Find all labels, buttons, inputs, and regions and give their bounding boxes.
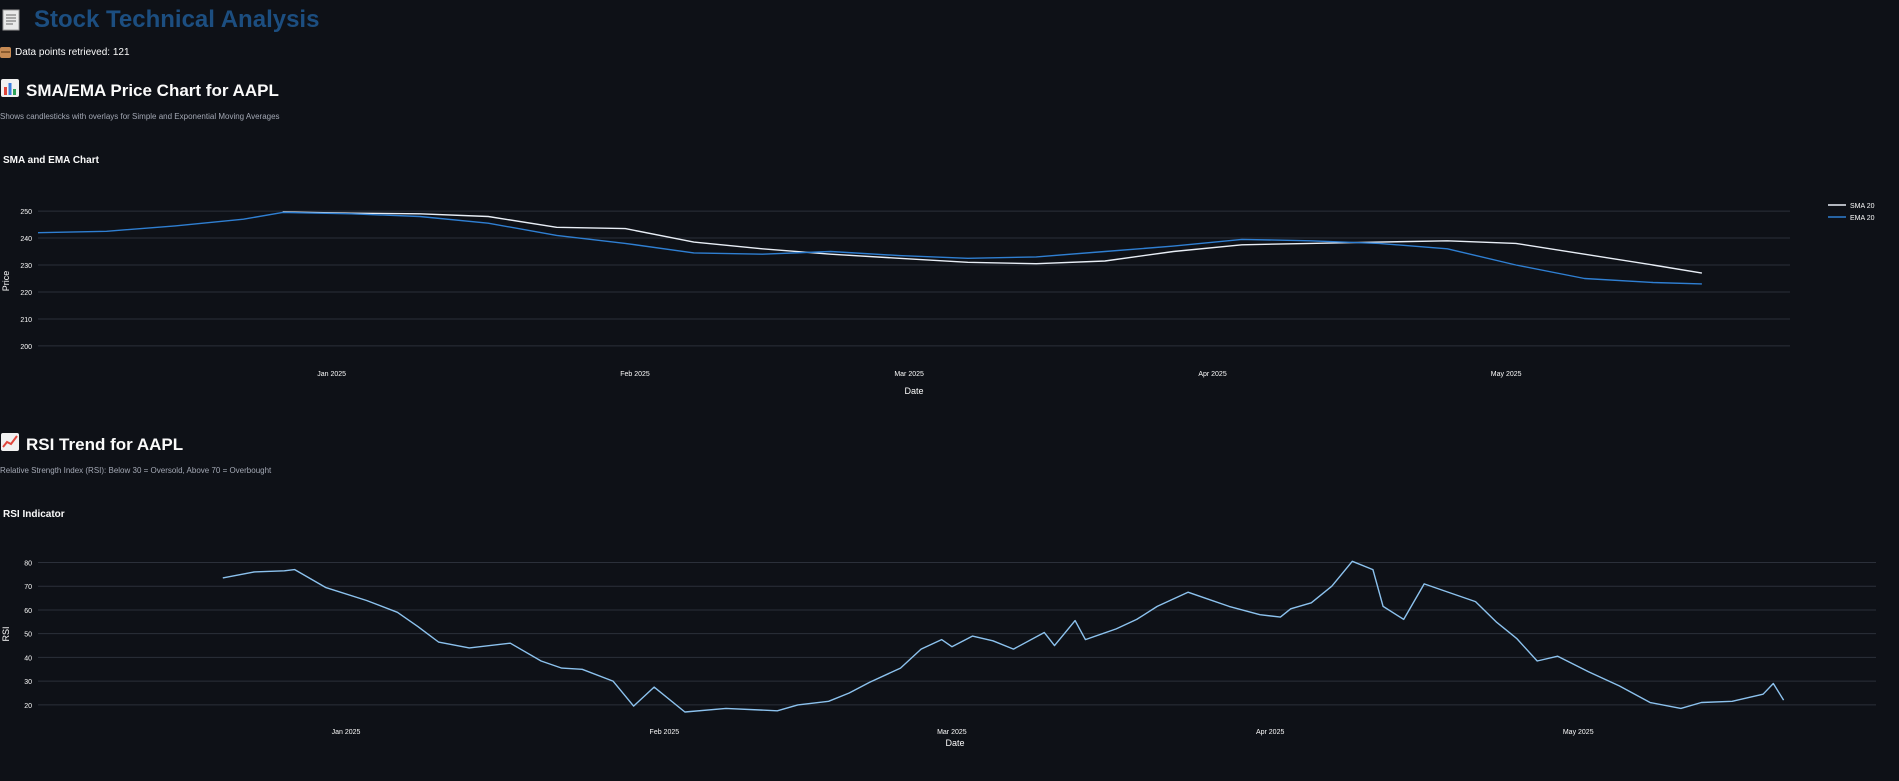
x-axis-label: Date bbox=[945, 738, 964, 748]
legend-label[interactable]: SMA 20 bbox=[1850, 203, 1875, 210]
chart-grid bbox=[38, 561, 1876, 706]
page-title: Stock Technical Analysis bbox=[0, 6, 319, 34]
page-title-text: Stock Technical Analysis bbox=[34, 6, 320, 33]
section-header-text: RSI Trend for AAPL bbox=[26, 434, 184, 454]
x-axis-label: Date bbox=[904, 386, 923, 396]
section-header-sma-ema: SMA/EMA Price Chart for AAPL bbox=[0, 78, 279, 103]
receipt-icon bbox=[0, 8, 24, 32]
x-axis-ticks: Jan 2025 Feb 2025 Mar 2025 Apr 2025 May 2025 bbox=[332, 729, 1594, 736]
y-tick-label: 20 bbox=[24, 703, 32, 710]
chart-legend[interactable]: SMA 20 EMA 20 bbox=[1828, 203, 1875, 222]
x-tick-label: Mar 2025 bbox=[937, 729, 967, 736]
bar-chart-icon bbox=[0, 78, 20, 103]
y-tick-label: 240 bbox=[20, 236, 32, 243]
y-tick-label: 220 bbox=[20, 290, 32, 297]
series-line-ema-20[interactable] bbox=[37, 211, 1702, 285]
x-tick-label: Mar 2025 bbox=[894, 371, 924, 378]
y-tick-label: 80 bbox=[24, 560, 32, 567]
chart-series bbox=[37, 211, 1703, 285]
y-tick-label: 70 bbox=[24, 584, 32, 591]
x-tick-label: Jan 2025 bbox=[332, 729, 361, 736]
y-tick-label: 250 bbox=[20, 209, 32, 216]
section-header-rsi: RSI Trend for AAPL bbox=[0, 432, 183, 457]
package-icon bbox=[0, 47, 11, 58]
chart-title: RSI Indicator bbox=[3, 509, 65, 520]
trend-up-chart-icon bbox=[0, 432, 20, 457]
y-axis-ticks: 200 210 220 230 240 250 bbox=[20, 209, 32, 351]
y-tick-label: 60 bbox=[24, 608, 32, 615]
sma-ema-chart: 200 210 220 230 240 250 Jan 2025 Feb 2025 Mar 2… bbox=[1, 203, 1875, 396]
chart-title: SMA and EMA Chart bbox=[3, 155, 99, 166]
y-axis-ticks: 20 30 40 50 60 70 80 bbox=[24, 560, 32, 709]
data-points-status: Data points retrieved: 121 bbox=[0, 47, 130, 58]
y-axis-label: RSI bbox=[1, 626, 11, 641]
series-line-sma-20[interactable] bbox=[282, 211, 1703, 274]
y-tick-label: 50 bbox=[24, 632, 32, 639]
x-tick-label: Jan 2025 bbox=[317, 371, 346, 378]
x-axis-ticks: Jan 2025 Feb 2025 Mar 2025 Apr 2025 May 2025 bbox=[317, 371, 1521, 378]
y-tick-label: 30 bbox=[24, 679, 32, 686]
y-tick-label: 230 bbox=[20, 263, 32, 270]
section-header-text: SMA/EMA Price Chart for AAPL bbox=[26, 80, 279, 100]
x-tick-label: Feb 2025 bbox=[620, 371, 650, 378]
x-tick-label: May 2025 bbox=[1563, 729, 1594, 736]
y-tick-label: 200 bbox=[20, 344, 32, 351]
y-axis-label: Price bbox=[1, 271, 11, 292]
y-tick-label: 40 bbox=[24, 655, 32, 662]
chart-series bbox=[222, 560, 1785, 713]
section-caption: Relative Strength Index (RSI): Below 30 … bbox=[0, 466, 272, 475]
x-tick-label: May 2025 bbox=[1491, 371, 1522, 378]
x-tick-label: Apr 2025 bbox=[1256, 729, 1285, 736]
x-tick-label: Feb 2025 bbox=[650, 729, 680, 736]
series-line-rsi[interactable] bbox=[222, 560, 1785, 713]
x-tick-label: Apr 2025 bbox=[1198, 371, 1227, 378]
legend-label[interactable]: EMA 20 bbox=[1850, 215, 1875, 222]
section-caption: Shows candlesticks with overlays for Sim… bbox=[0, 112, 280, 121]
rsi-chart: 20 30 40 50 60 70 80 Jan 2025 Feb 2025 Mar 2025 A… bbox=[1, 560, 1876, 748]
data-points-text: Data points retrieved: 121 bbox=[15, 47, 130, 58]
y-tick-label: 210 bbox=[20, 317, 32, 324]
chart-grid bbox=[38, 210, 1790, 347]
